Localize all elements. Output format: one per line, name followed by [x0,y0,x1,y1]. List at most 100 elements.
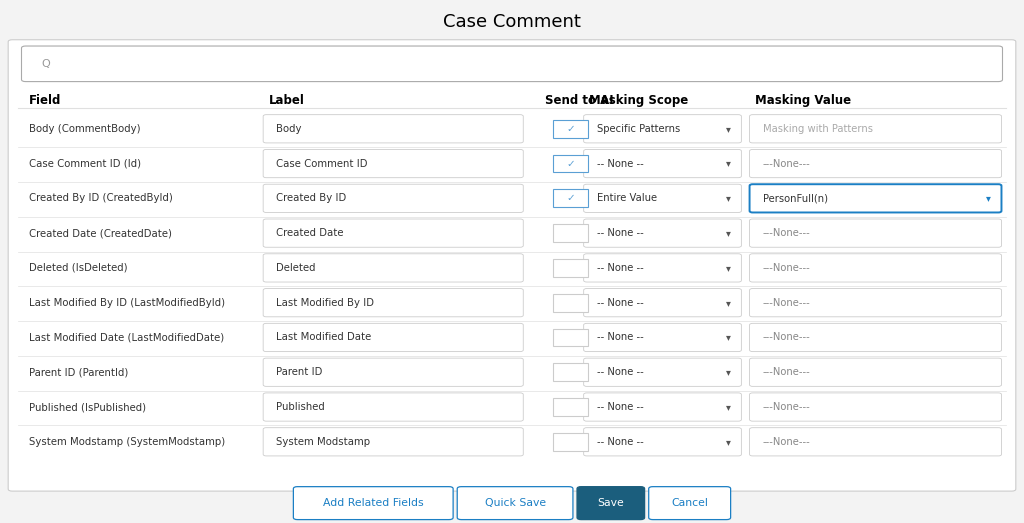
Text: Case Comment ID (Id): Case Comment ID (Id) [29,158,140,168]
FancyBboxPatch shape [750,358,1001,386]
Bar [553,328,588,346]
Text: Quick Save: Quick Save [484,498,546,508]
Text: Label: Label [269,94,305,107]
Text: Specific Patterns: Specific Patterns [597,124,680,134]
Text: -- None --: -- None -- [597,367,644,377]
Text: PersonFull(n): PersonFull(n) [763,194,827,203]
FancyBboxPatch shape [263,358,523,386]
FancyBboxPatch shape [263,115,523,143]
Text: Deleted (IsDeleted): Deleted (IsDeleted) [29,263,127,273]
FancyBboxPatch shape [578,486,645,520]
Text: -- None --: -- None -- [597,158,644,168]
Text: ✓: ✓ [566,158,574,168]
FancyBboxPatch shape [649,486,730,520]
Bar [553,189,588,207]
Text: Created Date (CreatedDate): Created Date (CreatedDate) [29,228,172,238]
Text: Body (CommentBody): Body (CommentBody) [29,124,140,134]
Text: Deleted: Deleted [276,263,316,273]
Bar [553,398,588,416]
FancyBboxPatch shape [584,219,741,247]
FancyBboxPatch shape [750,289,1001,317]
FancyBboxPatch shape [263,184,523,212]
Text: Cancel: Cancel [671,498,709,508]
Text: ▾: ▾ [726,367,730,377]
FancyBboxPatch shape [750,219,1001,247]
FancyBboxPatch shape [750,115,1001,143]
Text: ---None---: ---None--- [763,263,811,273]
Text: Entire Value: Entire Value [597,194,657,203]
Text: ▾: ▾ [726,298,730,308]
Text: Last Modified By ID (LastModifiedById): Last Modified By ID (LastModifiedById) [29,298,225,308]
Text: ▾: ▾ [726,158,730,168]
Text: ✓: ✓ [566,194,574,203]
Text: -- None --: -- None -- [597,228,644,238]
Text: ---None---: ---None--- [763,333,811,343]
Text: -- None --: -- None -- [597,263,644,273]
Text: ---None---: ---None--- [763,367,811,377]
Text: ✓: ✓ [566,124,574,134]
FancyBboxPatch shape [584,150,741,178]
Text: ▾: ▾ [726,263,730,273]
Text: System Modstamp: System Modstamp [276,437,371,447]
FancyBboxPatch shape [584,184,741,212]
FancyBboxPatch shape [263,393,523,421]
Text: Parent ID: Parent ID [276,367,323,377]
Bar [553,120,588,138]
FancyBboxPatch shape [263,428,523,456]
Text: -- None --: -- None -- [597,437,644,447]
Text: Created Date: Created Date [276,228,344,238]
Text: ▾: ▾ [986,194,990,203]
Text: ▾: ▾ [726,333,730,343]
Text: ---None---: ---None--- [763,402,811,412]
Text: ▾: ▾ [726,437,730,447]
Text: ---None---: ---None--- [763,298,811,308]
Text: Last Modified By ID: Last Modified By ID [276,298,375,308]
Text: ▾: ▾ [726,124,730,134]
FancyBboxPatch shape [263,150,523,178]
FancyBboxPatch shape [584,358,741,386]
FancyBboxPatch shape [750,393,1001,421]
Text: Field: Field [29,94,61,107]
FancyBboxPatch shape [263,289,523,317]
Text: Save: Save [597,498,625,508]
FancyBboxPatch shape [750,254,1001,282]
FancyBboxPatch shape [263,323,523,351]
Bar [553,224,588,242]
FancyBboxPatch shape [750,323,1001,351]
FancyBboxPatch shape [584,289,741,317]
FancyBboxPatch shape [750,150,1001,178]
Text: Case Comment ID: Case Comment ID [276,158,368,168]
Text: Case Comment: Case Comment [443,14,581,31]
Text: ▾: ▾ [726,194,730,203]
Text: ---None---: ---None--- [763,437,811,447]
FancyBboxPatch shape [457,486,573,520]
FancyBboxPatch shape [293,486,453,520]
Text: Published (IsPublished): Published (IsPublished) [29,402,145,412]
Text: ---None---: ---None--- [763,228,811,238]
FancyBboxPatch shape [584,115,741,143]
FancyBboxPatch shape [584,254,741,282]
Text: Masking Scope: Masking Scope [589,94,688,107]
FancyBboxPatch shape [22,46,1002,82]
FancyBboxPatch shape [584,393,741,421]
Text: Add Related Fields: Add Related Fields [323,498,424,508]
FancyBboxPatch shape [584,428,741,456]
FancyBboxPatch shape [263,219,523,247]
Text: Masking Value: Masking Value [755,94,851,107]
Text: Last Modified Date (LastModifiedDate): Last Modified Date (LastModifiedDate) [29,333,224,343]
Text: -- None --: -- None -- [597,298,644,308]
Text: ▾: ▾ [726,402,730,412]
FancyBboxPatch shape [584,323,741,351]
Text: Created By ID: Created By ID [276,194,347,203]
Bar [553,294,588,312]
FancyBboxPatch shape [750,184,1001,212]
Text: Q: Q [41,59,50,69]
Text: Body: Body [276,124,302,134]
FancyBboxPatch shape [750,428,1001,456]
Text: ▾: ▾ [726,228,730,238]
Bar [553,433,588,451]
Text: Created By ID (CreatedById): Created By ID (CreatedById) [29,194,173,203]
Bar [553,155,588,173]
Text: Masking with Patterns: Masking with Patterns [763,124,872,134]
Bar [553,259,588,277]
